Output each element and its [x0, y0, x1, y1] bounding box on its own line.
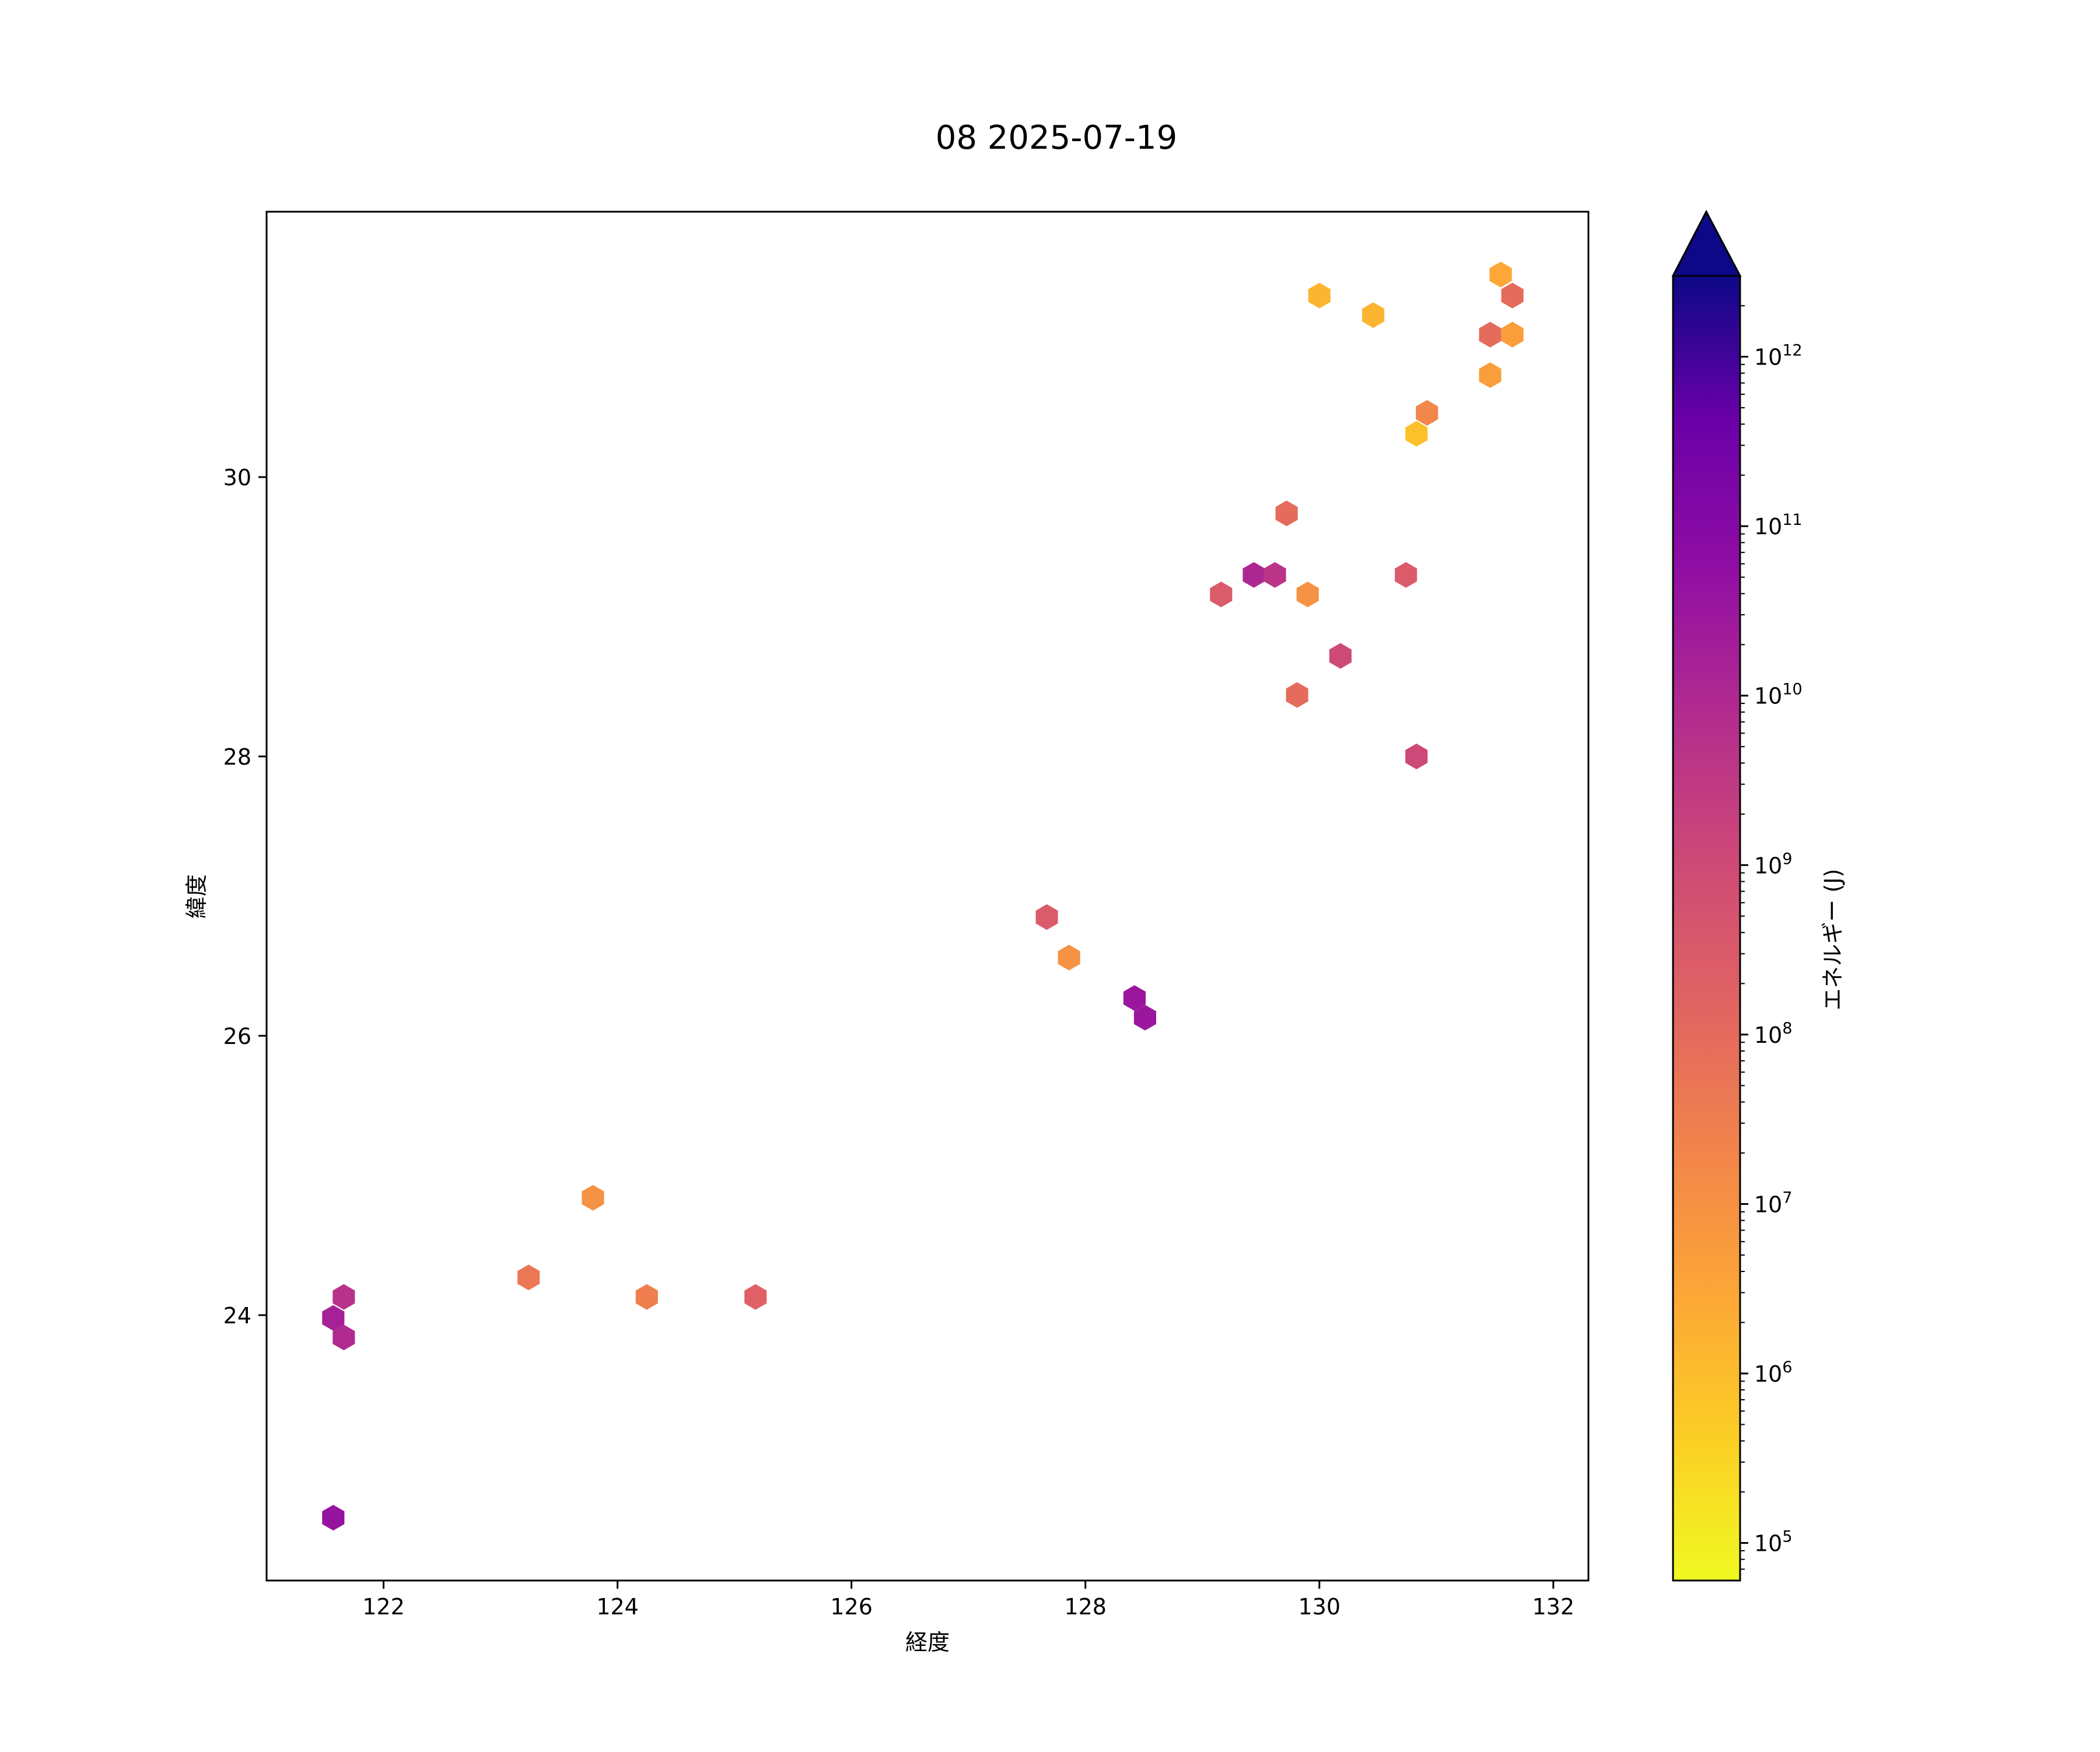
data-point: [1329, 643, 1352, 669]
y-axis-label: 緯度: [184, 874, 209, 919]
data-point: [1479, 362, 1502, 388]
y-tick-label: 24: [223, 1303, 251, 1329]
data-point: [1501, 282, 1524, 309]
data-point: [1242, 562, 1265, 588]
y-tick-label: 30: [223, 465, 251, 490]
data-point: [1123, 985, 1146, 1011]
x-tick-label: 132: [1532, 1594, 1575, 1620]
data-point: [1362, 302, 1385, 328]
y-tick-label: 26: [223, 1024, 251, 1049]
colorbar-gradient: [1673, 276, 1740, 1581]
data-point: [332, 1284, 355, 1310]
x-axis-ticks: 122 124 126 128 130 132: [362, 1581, 1574, 1620]
colorbar-tick-label: 109: [1754, 850, 1793, 878]
colorbar-tick-label: 1011: [1754, 511, 1803, 539]
colorbar-tick-label: 105: [1754, 1528, 1793, 1557]
data-point: [1416, 400, 1438, 426]
colorbar-extend-arrow: [1671, 209, 1742, 277]
data-point: [1286, 682, 1308, 708]
y-axis-ticks: 24 26 28 30: [223, 465, 267, 1329]
chart-title: 08 2025-07-19: [936, 119, 1178, 157]
data-point: [1489, 261, 1512, 288]
x-axis-label: 経度: [905, 1630, 950, 1655]
data-point: [322, 1505, 345, 1531]
colorbar-ticks: 105 106 107 108 109 1010 1011 1012: [1740, 342, 1803, 1557]
colorbar-outline: [1672, 209, 1741, 1582]
y-tick-label: 28: [223, 744, 251, 770]
x-tick-label: 126: [830, 1594, 873, 1620]
colorbar-tick-label: 1012: [1754, 342, 1803, 370]
data-point: [744, 1284, 767, 1310]
colorbar-tick-label: 106: [1754, 1358, 1793, 1387]
colorbar-tick-label: 1010: [1754, 681, 1803, 709]
data-point: [322, 1305, 345, 1331]
colorbar: 105 106 107 108 109 1010 1011 1012 エネルギー (J): [1671, 209, 1846, 1582]
data-point: [332, 1324, 355, 1351]
data-point: [1296, 581, 1319, 608]
data-point: [1058, 944, 1080, 970]
x-tick-label: 128: [1064, 1594, 1107, 1620]
data-point: [517, 1264, 540, 1291]
data-point: [1405, 421, 1428, 447]
points-layer: [322, 261, 1524, 1531]
data-point: [1275, 500, 1298, 527]
x-tick-label: 130: [1298, 1594, 1341, 1620]
data-point: [1264, 562, 1286, 588]
data-point: [1308, 282, 1331, 309]
colorbar-minor-ticks: [1740, 305, 1745, 1570]
data-point: [1501, 321, 1524, 348]
data-point: [1133, 1004, 1156, 1031]
data-point: [582, 1185, 604, 1211]
data-point: [1405, 744, 1428, 769]
colorbar-label: エネルギー (J): [1820, 869, 1846, 1011]
data-point: [1395, 562, 1418, 588]
x-tick-label: 122: [362, 1594, 405, 1620]
colorbar-tick-label: 108: [1754, 1019, 1793, 1048]
data-point: [1479, 321, 1502, 348]
data-point: [635, 1284, 658, 1310]
colorbar-tick-label: 107: [1754, 1189, 1793, 1217]
x-tick-label: 124: [596, 1594, 639, 1620]
data-point: [1035, 904, 1058, 930]
data-point: [1210, 581, 1233, 608]
plot-frame: [265, 211, 1590, 1582]
